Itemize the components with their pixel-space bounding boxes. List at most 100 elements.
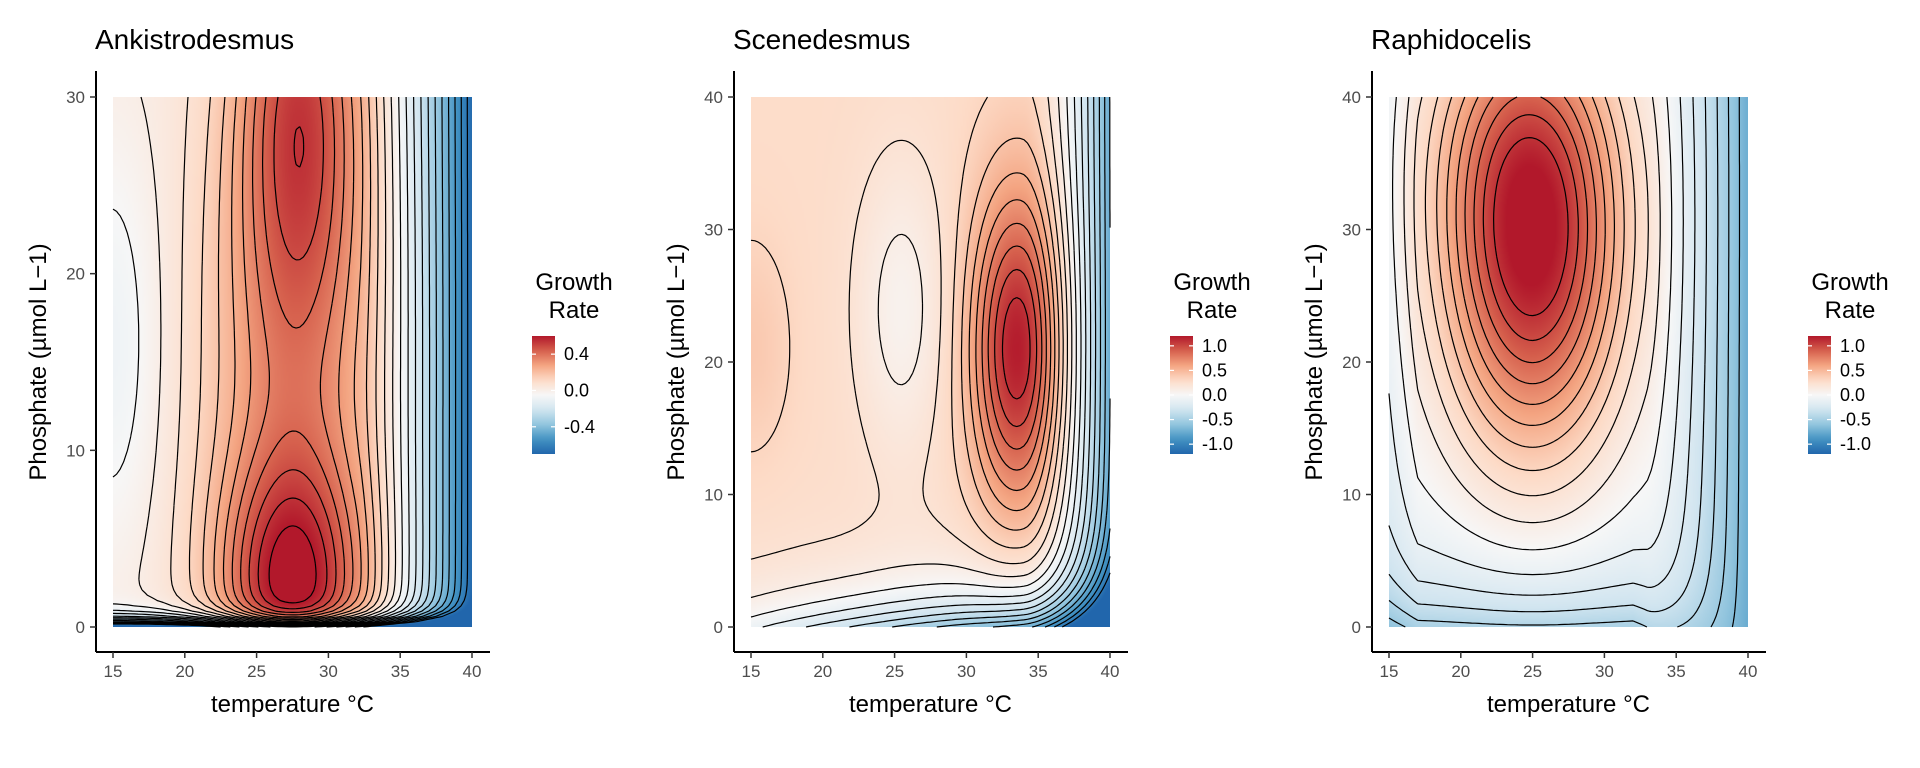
legend-tick-label: 0.4 xyxy=(564,344,589,364)
contour-line xyxy=(1388,96,1684,576)
y-tick-label: 30 xyxy=(1342,221,1361,240)
contour-line xyxy=(213,96,369,621)
contour-line xyxy=(1731,97,1741,628)
contour-line xyxy=(1455,96,1606,405)
y-tick-label: 10 xyxy=(704,486,723,505)
contour-line xyxy=(1392,96,1673,551)
legend-tick-label: 0.0 xyxy=(564,380,589,400)
legend-tick-label: 0.5 xyxy=(1202,360,1227,380)
heatmap-fill xyxy=(1389,97,1748,627)
x-axis-title: temperature °C xyxy=(1487,691,1650,718)
legend-title-line-1: Growth xyxy=(1173,269,1250,296)
contour-line xyxy=(987,245,1043,450)
contour-line xyxy=(248,96,337,613)
legend-tick-label: -0.5 xyxy=(1840,410,1871,430)
heatmap-fill xyxy=(113,97,472,627)
x-axis-title: temperature °C xyxy=(849,691,1012,718)
x-tick-label: 20 xyxy=(813,662,832,681)
x-tick-label: 25 xyxy=(247,662,266,681)
legend-tick-label: 0.0 xyxy=(1840,385,1865,405)
legend-title-line-1: Growth xyxy=(1811,269,1888,296)
contour-line xyxy=(1436,96,1625,448)
contour-line xyxy=(222,96,362,619)
contour-line xyxy=(994,268,1038,428)
x-tick-label: 40 xyxy=(463,662,482,681)
panel-title: Scenedesmus xyxy=(733,24,910,55)
x-tick-label: 30 xyxy=(1595,662,1614,681)
x-tick-label: 25 xyxy=(885,662,904,681)
contour-line xyxy=(981,222,1047,471)
contour-line xyxy=(1473,96,1589,364)
contour-line xyxy=(968,172,1056,512)
contour-line xyxy=(750,96,1068,565)
y-tick-label: 20 xyxy=(66,265,85,284)
panel-raphidocelis: 15 20 25 30 35 40 0 10 20 30 40 Raphidocelis tempera… xyxy=(1301,24,1889,718)
contour-line xyxy=(112,96,403,625)
colorbar xyxy=(1170,336,1193,454)
colorbar xyxy=(532,336,555,454)
contour-line xyxy=(113,97,469,628)
contour-line xyxy=(992,97,1106,628)
y-axis-title: Phosphate (µmol L−1) xyxy=(25,243,52,480)
legend-title-line-2: Rate xyxy=(1825,297,1876,324)
contour-line xyxy=(1403,96,1661,524)
contour-line xyxy=(1388,96,1719,628)
panel-scenedesmus: 15 20 25 30 35 40 0 10 20 30 40 Scenedesmus temperat… xyxy=(663,24,1251,718)
contour-line xyxy=(1413,96,1649,497)
x-tick-label: 15 xyxy=(1380,662,1399,681)
legend-tick-label: -0.5 xyxy=(1202,410,1233,430)
y-tick-label: 20 xyxy=(1342,353,1361,372)
contour-line xyxy=(113,96,437,628)
x-tick-label: 25 xyxy=(1523,662,1542,681)
legend-tick-label: -1.0 xyxy=(1840,434,1871,454)
contour-line xyxy=(1054,556,1111,628)
legend-tick-label: 0.5 xyxy=(1840,360,1865,380)
x-tick-label: 20 xyxy=(1451,662,1470,681)
panel-title: Raphidocelis xyxy=(1371,24,1531,55)
contour-line xyxy=(138,96,397,624)
y-tick-label: 0 xyxy=(1352,618,1361,637)
contour-lines xyxy=(1388,96,1741,628)
contour-line xyxy=(750,96,1064,549)
contour-line xyxy=(113,97,450,628)
y-axis-title: Phosphate (µmol L−1) xyxy=(1301,243,1328,480)
contour-line xyxy=(113,96,410,626)
contour-line xyxy=(113,96,431,628)
legend-title-line-1: Growth xyxy=(535,269,612,296)
contour-lines xyxy=(750,96,1111,628)
legend-tick-label: -0.4 xyxy=(564,417,595,437)
contour-line xyxy=(1482,114,1579,342)
x-tick-label: 30 xyxy=(319,662,338,681)
y-tick-label: 40 xyxy=(704,88,723,107)
contour-line xyxy=(113,97,457,628)
contour-line xyxy=(170,96,390,624)
panel-ankistrodesmus: 15 20 25 30 35 40 0 10 20 30 Ankistrodesmus tempera… xyxy=(25,24,613,718)
contour-line xyxy=(1061,572,1111,628)
contour-line xyxy=(113,96,463,628)
contour-line xyxy=(257,126,328,610)
contour-line xyxy=(1032,96,1111,628)
legend-title-line-2: Rate xyxy=(1187,297,1238,324)
contour-line xyxy=(202,96,376,622)
legend-title-line-2: Rate xyxy=(549,297,600,324)
contour-line xyxy=(960,137,1060,531)
x-tick-label: 35 xyxy=(391,662,410,681)
contour-line xyxy=(1446,96,1615,426)
contour-line xyxy=(1424,96,1636,472)
contour-line xyxy=(1388,96,1696,596)
contour-line xyxy=(750,97,1077,618)
contour-line xyxy=(113,97,444,628)
x-tick-label: 15 xyxy=(104,662,123,681)
contour-line xyxy=(112,96,417,627)
x-tick-label: 40 xyxy=(1739,662,1758,681)
contour-line xyxy=(1388,96,1730,628)
y-tick-label: 10 xyxy=(66,441,85,460)
y-tick-label: 10 xyxy=(1342,486,1361,505)
y-axis-title: Phosphate (µmol L−1) xyxy=(663,243,690,480)
x-tick-label: 35 xyxy=(1667,662,1686,681)
colorbar xyxy=(1808,336,1831,454)
